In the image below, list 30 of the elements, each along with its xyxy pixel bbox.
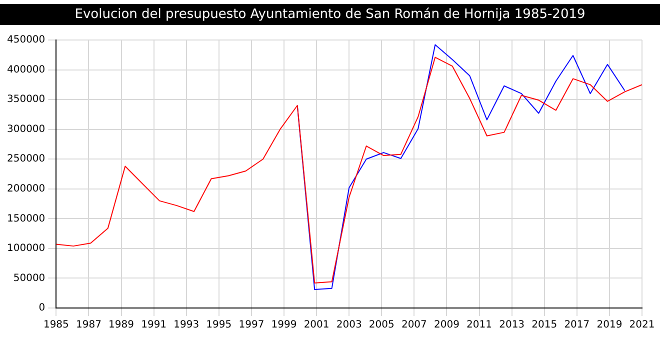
x-tick-label: 1991 — [141, 320, 167, 331]
y-tick-label: 250000 — [6, 154, 46, 165]
x-tick-label: 1987 — [76, 320, 102, 331]
y-tick-label: 50000 — [13, 272, 46, 284]
x-tick-label: 2007 — [401, 320, 427, 331]
x-tick-label: 2001 — [304, 320, 330, 331]
x-tick-label: 2015 — [532, 320, 558, 331]
x-tick-label: 2003 — [336, 320, 362, 331]
x-tick-label: 2011 — [466, 320, 492, 331]
x-tick-label: 2005 — [368, 320, 394, 331]
x-tick-label: 1985 — [43, 320, 69, 331]
y-tick-label: 300000 — [6, 124, 46, 135]
y-tick-label: 200000 — [6, 183, 46, 194]
x-tick-label: 1989 — [108, 320, 134, 331]
x-tick-label: 1999 — [271, 320, 297, 331]
x-tick-label: 2017 — [564, 320, 590, 331]
y-tick-label: 150000 — [6, 213, 46, 224]
chart-title: Evolucion del presupuesto Ayuntamiento de San Román de Hornija 1985-2019 — [0, 4, 660, 24]
x-tick-label: 2013 — [499, 320, 525, 331]
y-tick-label: 400000 — [6, 64, 46, 76]
x-tick-label: 2019 — [596, 320, 622, 331]
y-tick-label: 350000 — [6, 94, 46, 106]
x-tick-label: 2009 — [434, 320, 460, 331]
y-tick-label: 100000 — [6, 243, 46, 254]
x-tick-label: 1997 — [238, 320, 264, 331]
y-tick-label: 450000 — [6, 34, 46, 46]
x-tick-label: 1993 — [174, 320, 200, 331]
y-tick-label: 0 — [38, 302, 46, 314]
x-tick-label: 1995 — [206, 320, 232, 331]
x-tick-label: 2021 — [629, 320, 655, 331]
